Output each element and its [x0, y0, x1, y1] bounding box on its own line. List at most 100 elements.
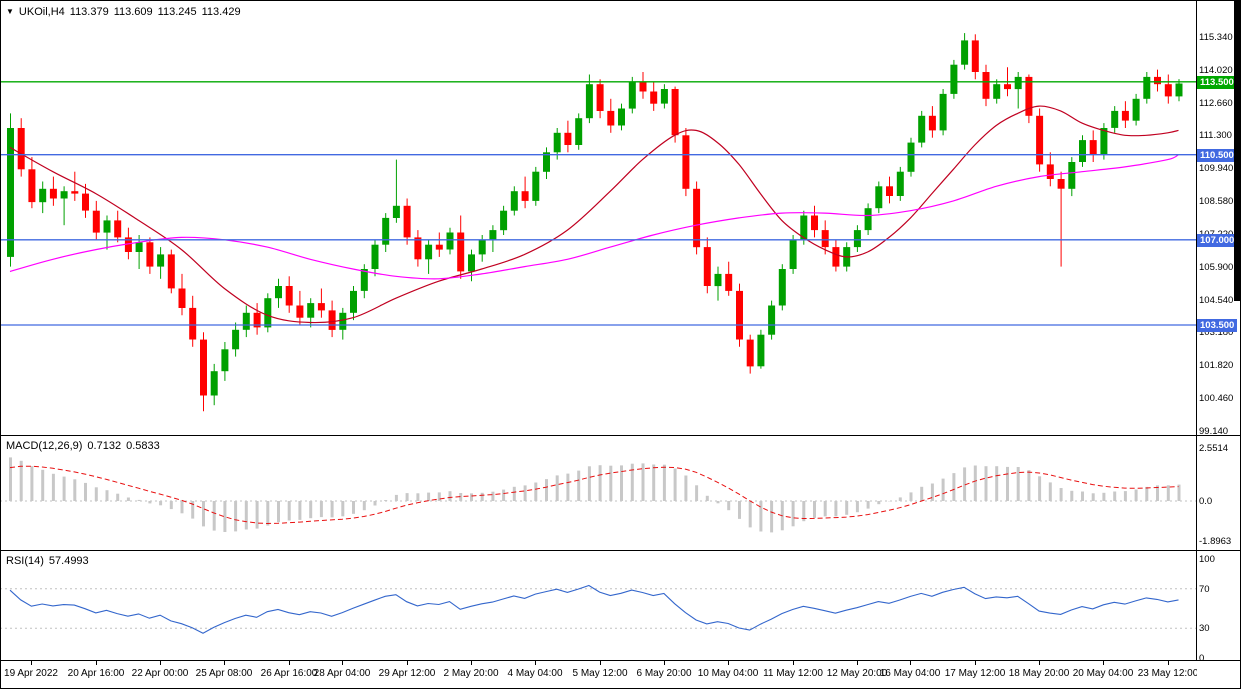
candle-bullish	[1014, 76, 1022, 90]
candle-bearish	[1046, 164, 1054, 179]
rsi-tick-label: 70	[1199, 584, 1210, 595]
candle-bearish	[982, 72, 990, 99]
candle-bullish	[210, 371, 218, 396]
time-tick	[728, 661, 729, 665]
candle-bearish	[725, 273, 733, 291]
one-click-trading-arrow-icon[interactable]: ▼	[6, 7, 14, 16]
time-tick	[975, 661, 976, 665]
candle-bullish	[778, 269, 786, 306]
price-tick-label: 101.820	[1199, 360, 1234, 371]
time-tick	[793, 661, 794, 665]
candle-bearish	[82, 193, 89, 211]
price-tick-label: 103.180	[1199, 327, 1234, 338]
price-line-badge: 103.500	[1197, 319, 1237, 332]
ohlc-open: 113.379	[69, 6, 109, 18]
candle-bullish	[232, 329, 240, 350]
candle-bearish	[328, 310, 336, 330]
candle-bullish	[789, 239, 797, 269]
candle-bearish	[414, 237, 422, 260]
scrollbar-thumb[interactable]	[1234, 1, 1240, 301]
rsi-value: 57.4993	[48, 555, 89, 567]
candle-bullish	[264, 298, 272, 328]
candle-bullish	[7, 128, 14, 257]
candle-bullish	[478, 239, 486, 255]
candle-bearish	[1164, 84, 1172, 97]
candle-bullish	[500, 210, 508, 231]
rsi-indicator-label: RSI(14) 57.4993	[6, 555, 94, 567]
macd-name: MACD(12,26,9)	[6, 440, 83, 452]
ma-slow-line	[9, 154, 1179, 280]
candle-bullish	[864, 208, 872, 231]
time-tick	[600, 661, 601, 665]
price-chart-canvas[interactable]	[0, 0, 1196, 435]
candle-bullish	[993, 84, 1001, 99]
price-tick-label: 114.020	[1199, 65, 1233, 76]
candle-bullish	[468, 254, 475, 272]
time-tick	[342, 661, 343, 665]
candle-bullish	[157, 254, 165, 267]
candle-bullish	[618, 108, 625, 126]
time-axis-label: 11 May 12:00	[763, 668, 823, 679]
candle-bearish	[928, 115, 936, 131]
macd-indicator-label: MACD(12,26,9) 0.7132 0.5833	[6, 440, 165, 452]
panel-divider-macd-rsi[interactable]	[0, 550, 1241, 551]
price-line-badge: 113.500	[1197, 76, 1237, 89]
candle-bearish	[1121, 110, 1129, 121]
price-tick-label: 108.580	[1199, 196, 1234, 207]
candle-bullish	[896, 171, 904, 196]
candle-bearish	[1057, 179, 1065, 189]
candle-bearish	[1036, 115, 1044, 165]
time-tick	[857, 661, 858, 665]
candle-bearish	[28, 169, 36, 203]
candle-bearish	[1089, 140, 1097, 155]
time-axis-label: 20 May 04:00	[1072, 668, 1134, 679]
price-scale-divider	[1196, 0, 1197, 661]
candle-bearish	[736, 290, 743, 340]
candle-bullish	[961, 40, 969, 65]
candle-bullish	[242, 312, 250, 330]
candle-bullish	[350, 290, 357, 313]
price-tick-label: 105.900	[1199, 262, 1234, 273]
candle-bullish	[360, 269, 368, 291]
time-axis-label: 17 May 12:00	[944, 668, 1006, 679]
time-axis-label: 28 Apr 04:00	[313, 668, 371, 679]
candle-bearish	[317, 303, 325, 311]
price-scale[interactable]: 115.340 114.020 112.660 111.300 109.940 108.5…	[1197, 0, 1241, 689]
candle-bullish	[135, 242, 143, 252]
candle-bearish	[457, 232, 465, 272]
candle-bearish	[296, 305, 304, 318]
price-tick-label: 104.540	[1199, 295, 1234, 306]
candle-bullish	[532, 171, 540, 201]
candle-bullish	[553, 132, 561, 153]
time-tick	[31, 661, 32, 665]
time-axis-label: 6 May 20:00	[636, 668, 692, 679]
candle-bearish	[1154, 76, 1161, 85]
time-tick	[1039, 661, 1040, 665]
candle-bullish	[1143, 76, 1151, 99]
panel-divider-rsi-timescale	[0, 660, 1241, 661]
time-axis-label: 25 Apr 08:00	[195, 668, 253, 679]
macd-tick-label: 2.5514	[1199, 443, 1229, 454]
time-axis-label: 22 Apr 00:00	[131, 668, 189, 679]
time-scale[interactable]: 19 Apr 2022 20 Apr 16:00 22 Apr 00:00 25 Ap…	[0, 661, 1197, 688]
ohlc-low: 113.245	[157, 6, 197, 18]
candle-bullish	[939, 93, 947, 131]
candle-bullish	[371, 244, 379, 269]
price-tick-label: 100.460	[1199, 393, 1234, 404]
price-line-badge: 107.000	[1197, 234, 1237, 247]
candle-bearish	[886, 186, 893, 196]
candle-bullish	[1111, 110, 1119, 128]
macd-panel-canvas[interactable]	[0, 436, 1196, 550]
time-axis-label: 4 May 04:00	[507, 668, 563, 679]
rsi-panel-canvas[interactable]	[0, 551, 1196, 660]
candle-bullish	[543, 152, 550, 172]
panel-divider-main-macd[interactable]	[0, 435, 1241, 436]
macd-tick-label: -1.8963	[1199, 536, 1232, 547]
candle-bearish	[596, 84, 604, 111]
candle-bullish	[489, 230, 497, 240]
candle-bearish	[564, 132, 572, 145]
candle-bullish	[382, 217, 390, 245]
rsi-line	[9, 584, 1179, 634]
rsi-tick-label: 30	[1199, 623, 1210, 634]
